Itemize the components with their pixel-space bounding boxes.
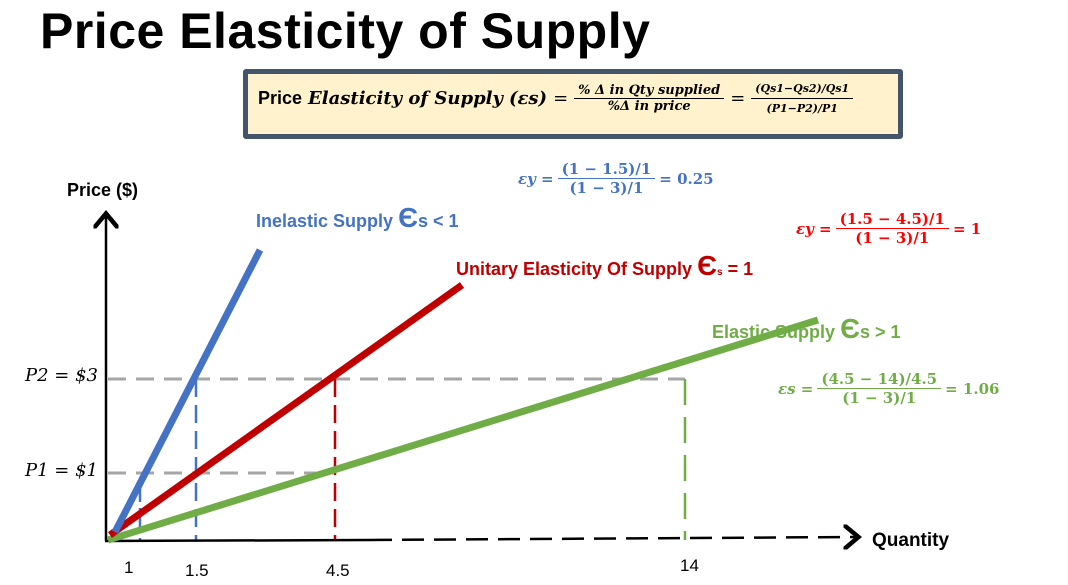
x-tick: 1.5 (185, 561, 209, 580)
unitary-label: Unitary Elasticity Of Supply Єs = 1 (456, 250, 754, 281)
x-axis-label: Quantity (872, 530, 950, 551)
unitary-equation: εy = (1.5 − 4.5)/1 (1 − 3)/1 = 1 (796, 210, 982, 247)
formula-frac2-num: (Qs1−Qs2)/Qs1 (751, 82, 854, 99)
formula-frac2-den: (P1−P2)/P1 (766, 102, 838, 115)
page-title: Price Elasticity of Supply (40, 3, 651, 59)
elastic-label: Elastic Supply Єs > 1 (712, 313, 901, 344)
p1-label: P1 = $1 (25, 460, 98, 481)
formula-lhs-plain: Price (258, 88, 303, 108)
x-axis (104, 538, 371, 543)
inelastic-label: Inelastic Supply Єs < 1 (256, 202, 459, 233)
formula-lhs-symbol: (εs) (508, 88, 548, 109)
inelastic-equation: εy = (1 − 1.5)/1 (1 − 3)/1 = 0.25 (518, 160, 714, 197)
formula-frac1-num: % Δ in Qty supplied (574, 83, 725, 99)
formula-fraction-1: % Δ in Qty supplied %Δ in price (574, 83, 725, 114)
elastic-equation: εs = (4.5 − 14)/4.5 (1 − 3)/1 = 1.06 (778, 370, 1000, 407)
y-axis-label: Price ($) (67, 180, 139, 200)
formula-frac1-den: %Δ in price (607, 99, 691, 114)
formula-box: Price Elasticity of Supply (εs) = % Δ in… (243, 69, 903, 139)
x-tick: 14 (680, 556, 699, 575)
formula-lhs-italic: Elasticity of Supply (308, 88, 503, 109)
unitary-supply-line (107, 282, 465, 538)
x-tick: 4.5 (326, 561, 350, 580)
x-axis-dashed (369, 537, 856, 540)
formula-fraction-2: (Qs1−Qs2)/Qs1 (P1−P2)/P1 (751, 82, 854, 115)
p2-label: P2 = $3 (25, 365, 98, 386)
inelastic-supply-line (111, 248, 264, 534)
x-tick: 1 (124, 558, 134, 577)
elastic-supply-line (106, 316, 820, 544)
